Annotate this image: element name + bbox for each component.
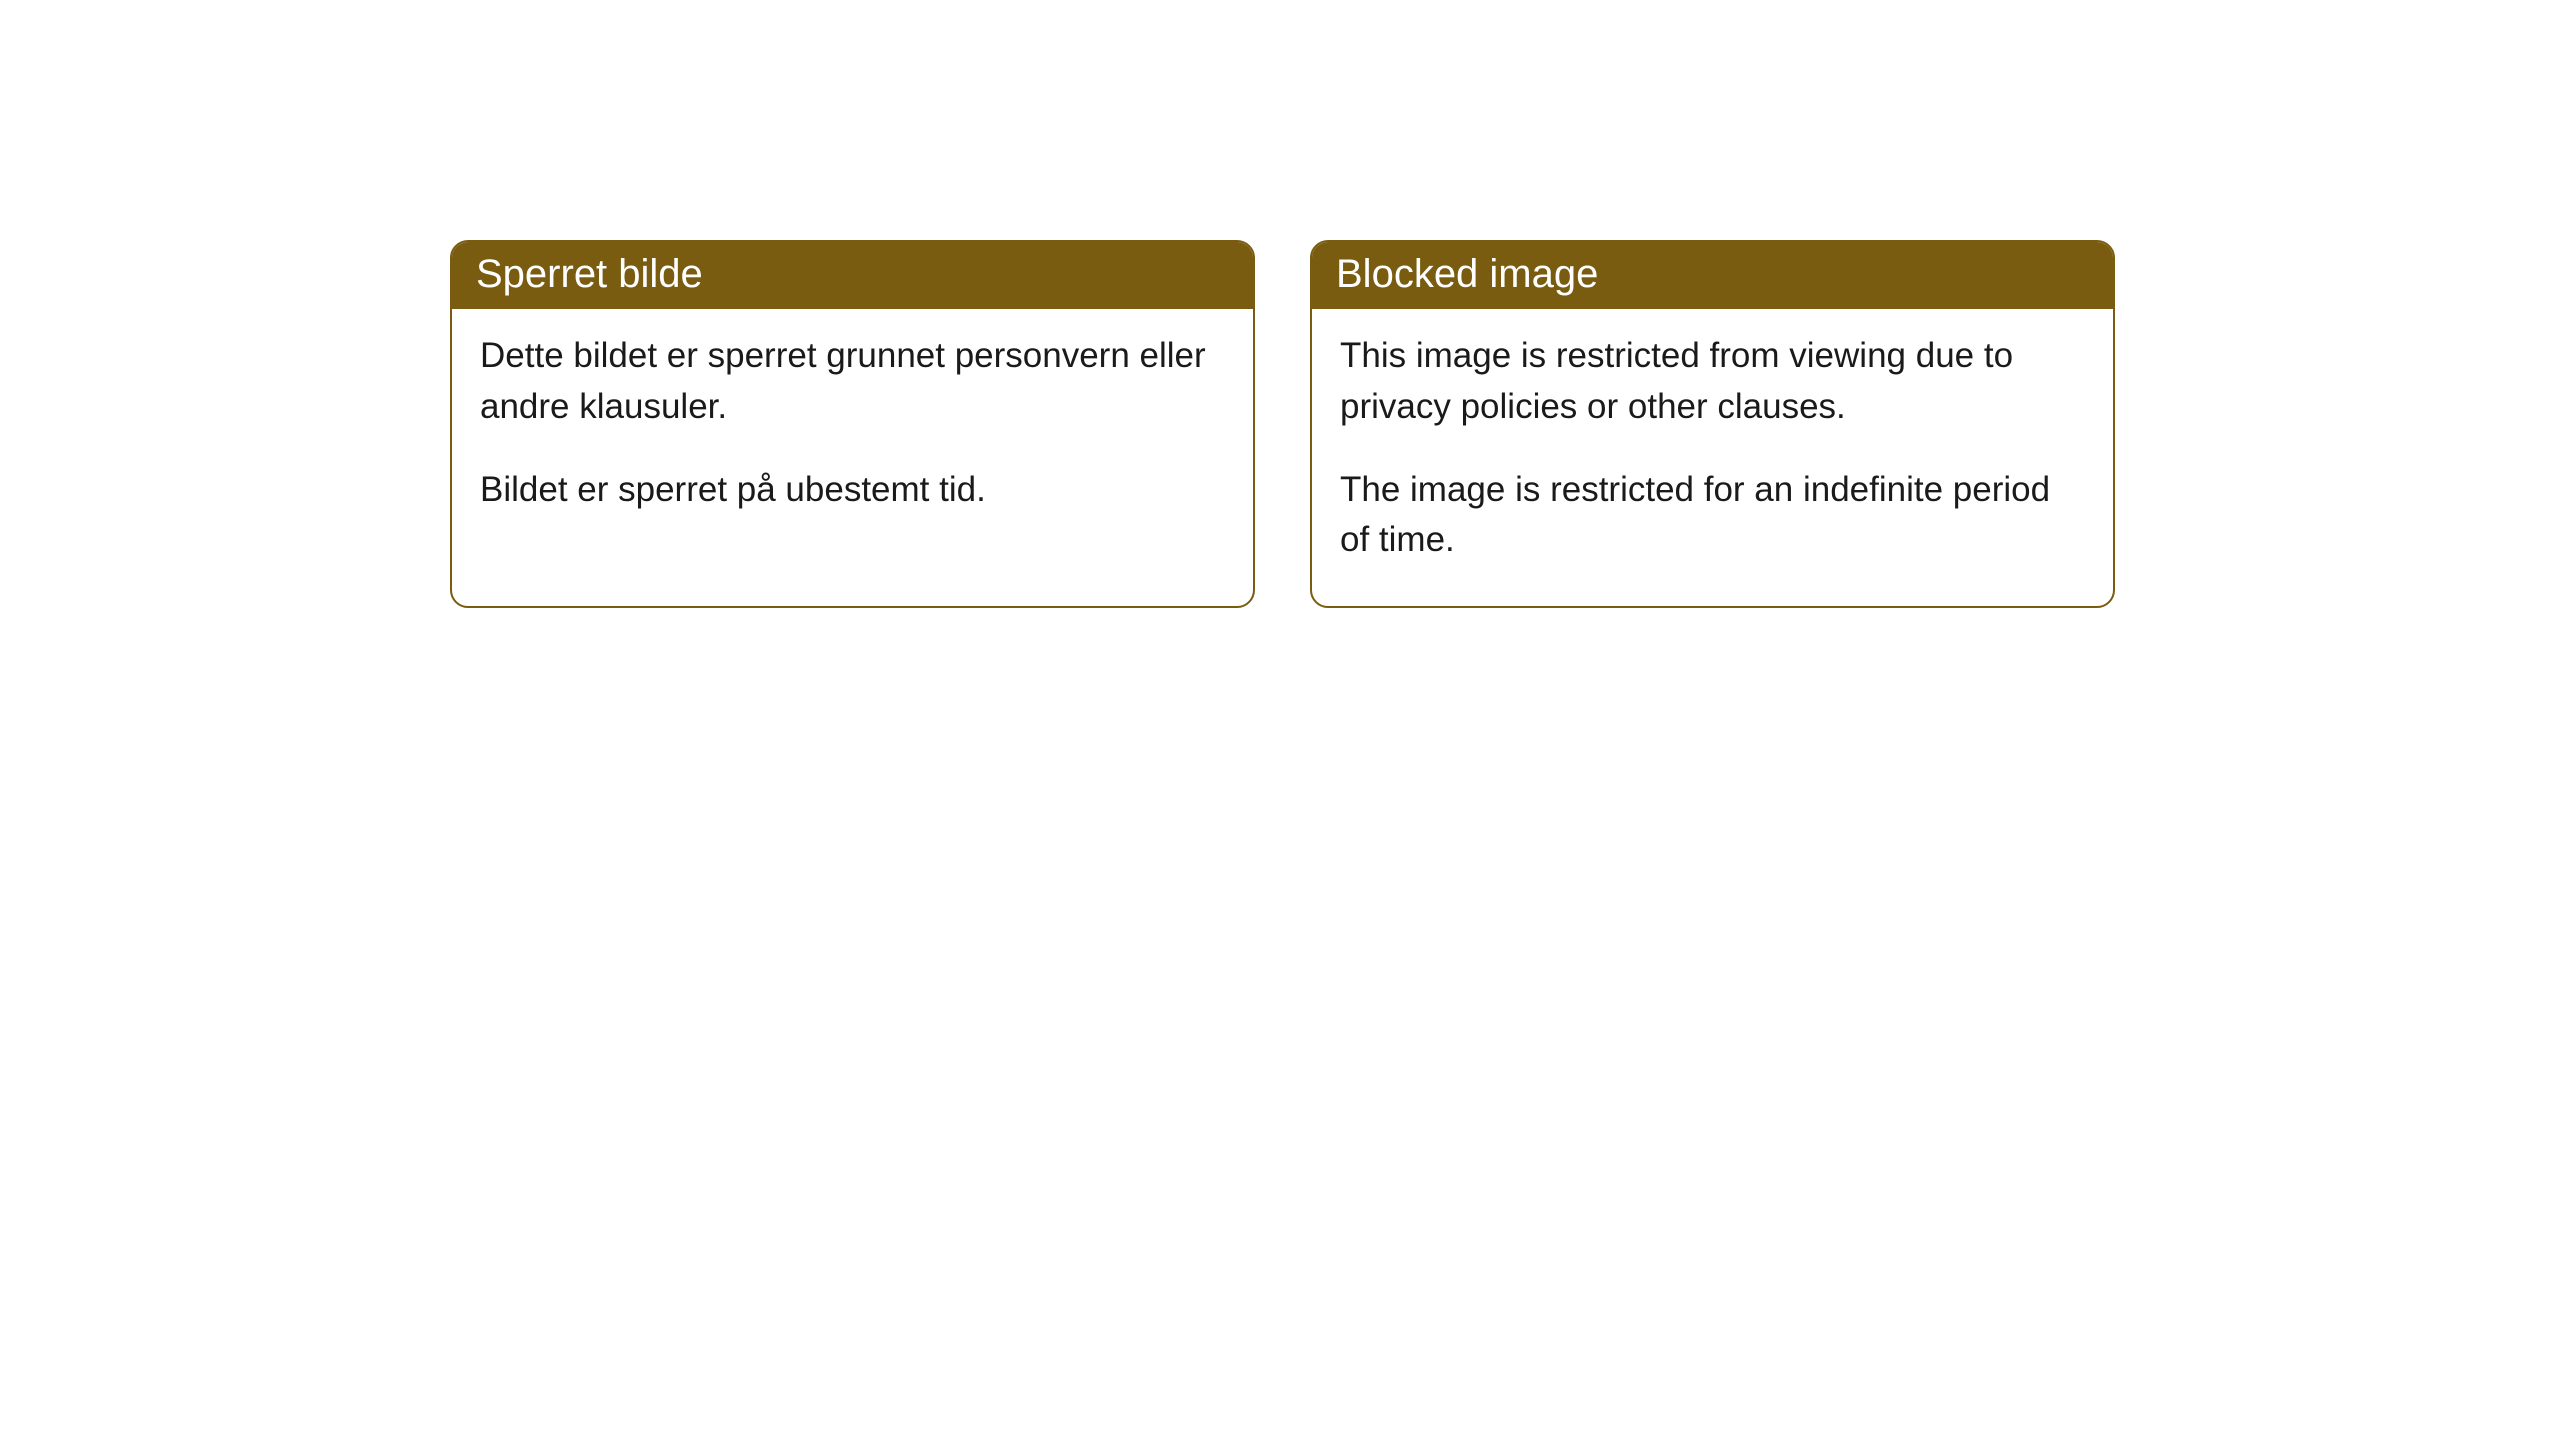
card-title-no: Sperret bilde bbox=[476, 252, 703, 296]
card-paragraph-en-1: This image is restricted from viewing du… bbox=[1340, 331, 2085, 433]
card-paragraph-no-2: Bildet er sperret på ubestemt tid. bbox=[480, 465, 1225, 516]
card-title-en: Blocked image bbox=[1336, 252, 1598, 296]
card-header-no: Sperret bilde bbox=[452, 242, 1253, 309]
card-header-en: Blocked image bbox=[1312, 242, 2113, 309]
blocked-image-card-en: Blocked image This image is restricted f… bbox=[1310, 240, 2115, 608]
cards-container: Sperret bilde Dette bildet er sperret gr… bbox=[0, 0, 2560, 608]
card-paragraph-no-1: Dette bildet er sperret grunnet personve… bbox=[480, 331, 1225, 433]
card-paragraph-en-2: The image is restricted for an indefinit… bbox=[1340, 465, 2085, 567]
card-body-no: Dette bildet er sperret grunnet personve… bbox=[452, 309, 1253, 555]
card-body-en: This image is restricted from viewing du… bbox=[1312, 309, 2113, 606]
blocked-image-card-no: Sperret bilde Dette bildet er sperret gr… bbox=[450, 240, 1255, 608]
